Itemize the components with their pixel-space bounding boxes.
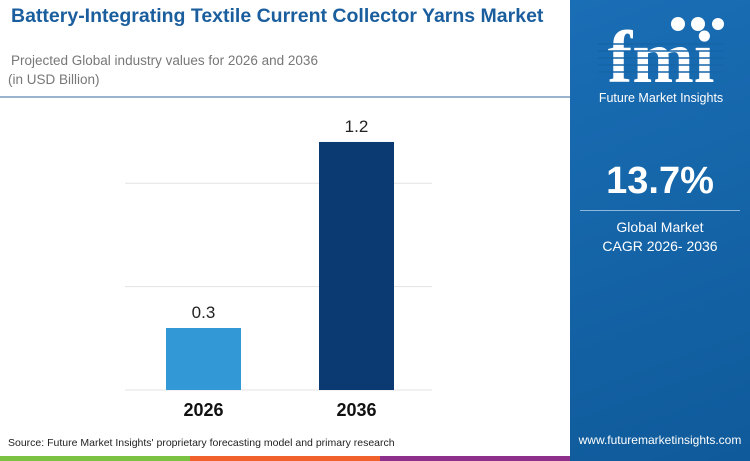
unit-label: (in USD Billion) [8,72,100,87]
cagr-label-line1: Global Market [616,219,704,235]
bar-chart: 0.3 2026 1.2 2036 [125,117,432,420]
color-strip-orange [190,456,380,461]
bar-2036 [319,141,394,390]
cagr-value: 13.7% [606,160,714,202]
x-tick-label-2026: 2026 [183,400,223,420]
data-label-2036: 1.2 [345,117,369,136]
website-link[interactable]: www.futuremarketinsights.com [578,433,742,447]
data-label-2026: 0.3 [192,303,216,322]
x-tick-label-2036: 2036 [336,400,376,420]
side-panel [570,0,750,461]
cagr-label-line2: CAGR 2026- 2036 [602,238,718,254]
chart-subtitle: Projected Global industry values for 202… [11,53,318,68]
fmi-logo: fmi [598,17,724,90]
header-divider [0,96,570,98]
color-strip-purple [380,456,570,461]
chart-title: Battery-Integrating Textile Current Coll… [11,5,544,27]
cagr-label: Global Market CAGR 2026- 2036 [570,218,750,256]
brand-name: Future Market Insights [598,91,724,105]
source-note: Source: Future Market Insights' propriet… [8,437,395,449]
bar-2026 [166,327,241,390]
color-strip-green [0,456,190,461]
cagr-divider [580,210,740,211]
